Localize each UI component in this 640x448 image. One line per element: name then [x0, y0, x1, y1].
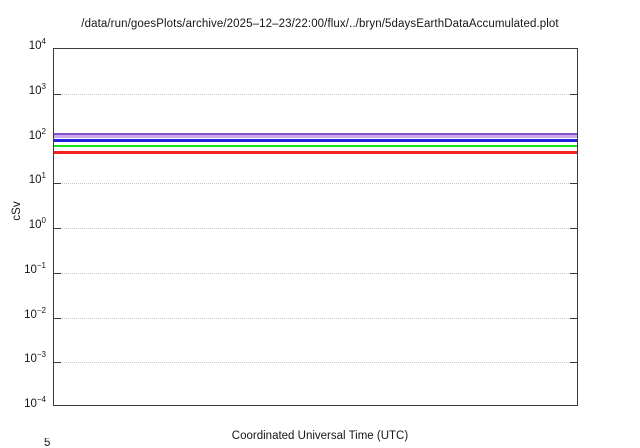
y-tick-label: 101 [28, 171, 46, 187]
y-tick-mark [54, 228, 61, 229]
y-tick-mark [54, 183, 61, 185]
y-axis-title: cSv [11, 201, 23, 221]
y-tick-mark [54, 272, 61, 274]
data-series-red-line [54, 151, 577, 154]
y-tick-label: 10−4 [24, 395, 46, 410]
data-series-white-dashed [54, 138, 577, 140]
y-tick-mark [570, 272, 577, 274]
data-series-violet-line [54, 132, 577, 135]
y-tick-label: 10−2 [24, 305, 46, 321]
x-axis-title: Coordinated Universal Time (UTC) [231, 430, 409, 442]
y-tick-mark [570, 93, 577, 95]
data-series-violet-band [54, 133, 577, 139]
data-series-green-line [54, 145, 577, 148]
y-tick-label: 10−1 [24, 260, 46, 276]
y-tick-mark [54, 93, 61, 95]
y-tick-label: 10−3 [24, 350, 46, 366]
y-tick-mark [570, 183, 577, 185]
plot-title: /data/run/goesPlots/archive/2025–12–23/2… [81, 18, 559, 30]
y-tick-label: 103 [28, 81, 46, 97]
plot-area [53, 48, 578, 406]
y-tick-mark [570, 362, 577, 364]
gridline [54, 317, 577, 319]
gridline [54, 93, 577, 95]
y-tick-mark [54, 362, 61, 364]
y-tick-label: 102 [28, 126, 46, 142]
y-tick-label: 104 [28, 37, 46, 52]
y-tick-label: 100 [28, 216, 46, 231]
gridline [54, 228, 577, 229]
data-series-blue-line [54, 139, 577, 143]
y-tick-mark [570, 317, 577, 319]
clipped-x-axis-tick-label: 5 [44, 438, 51, 447]
y-tick-mark [54, 317, 61, 319]
y-tick-mark [570, 228, 577, 229]
gridline [54, 183, 577, 185]
gridline [54, 362, 577, 364]
gridline [54, 272, 577, 274]
